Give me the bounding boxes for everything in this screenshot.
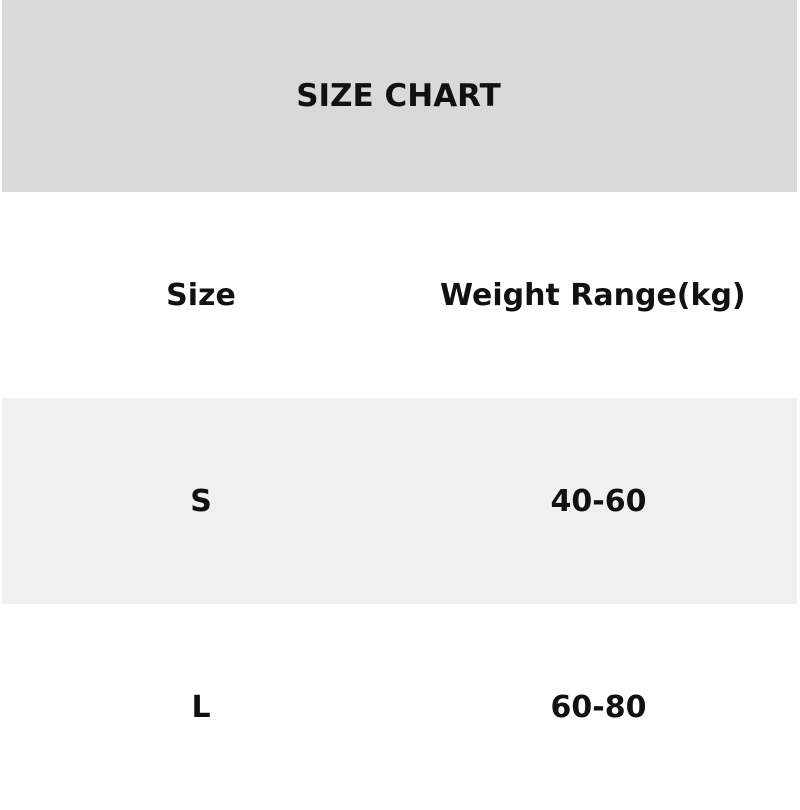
header-weight-range: Weight Range(kg) <box>440 277 746 313</box>
weight-range-cell: 40-60 <box>550 483 647 519</box>
size-cell: S <box>190 483 212 519</box>
table-row: S 40-60 <box>2 398 797 604</box>
page-title: SIZE CHART <box>296 78 501 114</box>
size-cell: L <box>191 689 211 725</box>
table-row: L 60-80 <box>2 604 797 810</box>
weight-range-cell: 60-80 <box>550 689 647 725</box>
header-size: Size <box>166 277 236 313</box>
table-header-row: Size Weight Range(kg) <box>2 192 797 398</box>
title-bar: SIZE CHART <box>2 0 797 192</box>
